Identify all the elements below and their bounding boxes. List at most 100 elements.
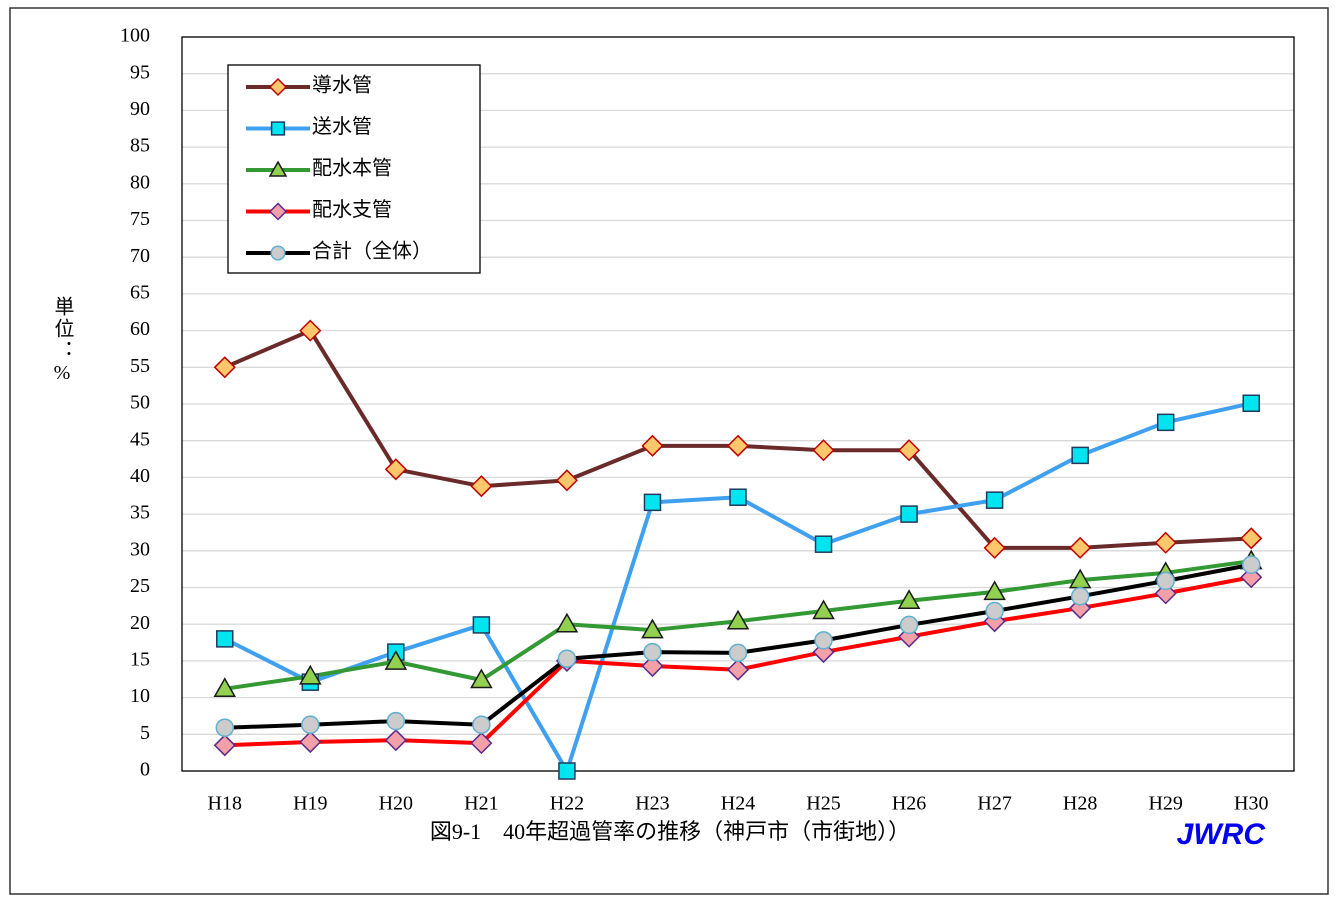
marker bbox=[299, 319, 322, 342]
marker bbox=[641, 654, 664, 678]
marker bbox=[215, 718, 235, 737]
x-tick-label: H27 bbox=[977, 793, 1011, 815]
marker bbox=[270, 245, 286, 261]
x-tick-label: H23 bbox=[635, 793, 669, 815]
marker bbox=[983, 536, 1006, 559]
marker bbox=[213, 677, 237, 698]
y-tick-label: 25 bbox=[130, 575, 150, 597]
y-tick-label: 95 bbox=[130, 61, 150, 83]
y-tick-label: 45 bbox=[130, 428, 150, 450]
marker bbox=[900, 505, 918, 523]
y-tick-label: 90 bbox=[130, 98, 150, 120]
y-tick-label: 50 bbox=[130, 392, 150, 414]
x-tick-label: H22 bbox=[550, 793, 584, 815]
marker bbox=[1154, 531, 1177, 554]
marker bbox=[726, 609, 750, 630]
marker bbox=[386, 711, 406, 731]
legend-label: 合計（全体） bbox=[312, 240, 432, 263]
x-tick-label: H30 bbox=[1234, 793, 1268, 815]
marker bbox=[641, 434, 664, 457]
y-tick-label: 5 bbox=[140, 722, 150, 744]
marker bbox=[897, 589, 921, 609]
marker bbox=[472, 616, 491, 634]
marker bbox=[555, 612, 579, 633]
marker bbox=[726, 434, 750, 457]
marker bbox=[558, 762, 576, 780]
y-tick-label: 10 bbox=[130, 685, 150, 707]
legend-label: 導水管 bbox=[312, 74, 372, 97]
marker bbox=[983, 580, 1006, 601]
marker bbox=[1241, 555, 1261, 574]
x-tick-label: H24 bbox=[721, 793, 755, 815]
marker bbox=[268, 202, 288, 221]
y-tick-label: 85 bbox=[130, 135, 150, 157]
marker bbox=[812, 439, 835, 462]
legend-label: 配水支管 bbox=[312, 198, 392, 221]
y-tick-label: 75 bbox=[130, 208, 150, 230]
logo: JWRC bbox=[1177, 818, 1267, 851]
marker bbox=[643, 493, 662, 512]
marker bbox=[729, 488, 747, 506]
marker bbox=[384, 729, 407, 752]
x-tick-label: H26 bbox=[892, 793, 926, 815]
y-tick-label: 20 bbox=[130, 612, 150, 634]
marker bbox=[268, 160, 288, 177]
y-tick-label: 40 bbox=[130, 465, 150, 487]
marker bbox=[555, 469, 578, 492]
marker bbox=[384, 458, 407, 481]
marker bbox=[213, 356, 236, 379]
x-tick-label: H21 bbox=[464, 793, 498, 815]
marker bbox=[641, 618, 664, 639]
marker bbox=[1242, 394, 1260, 413]
y-axis-label: 単位：% bbox=[51, 296, 73, 386]
marker bbox=[216, 630, 234, 648]
marker bbox=[1156, 413, 1175, 432]
y-tick-label: 0 bbox=[140, 759, 150, 781]
marker bbox=[814, 535, 833, 553]
marker bbox=[470, 668, 493, 689]
marker bbox=[1240, 527, 1263, 550]
marker bbox=[814, 631, 833, 650]
legend-label: 配水本管 bbox=[312, 157, 392, 180]
marker bbox=[299, 730, 322, 754]
marker bbox=[299, 664, 322, 685]
x-tick-label: H29 bbox=[1148, 793, 1182, 815]
marker bbox=[384, 650, 408, 670]
marker bbox=[1156, 571, 1175, 591]
marker bbox=[270, 121, 286, 136]
y-tick-label: 70 bbox=[130, 245, 150, 267]
marker bbox=[898, 439, 921, 462]
y-tick-label: 35 bbox=[130, 502, 150, 524]
y-tick-label: 15 bbox=[130, 648, 150, 670]
marker bbox=[1069, 536, 1092, 559]
marker bbox=[726, 658, 750, 681]
y-tick-label: 30 bbox=[130, 538, 150, 560]
marker bbox=[728, 643, 748, 663]
marker bbox=[470, 732, 493, 755]
y-tick-label: 80 bbox=[130, 171, 150, 193]
y-tick-label: 55 bbox=[130, 355, 150, 377]
chart-title: 図9-1 40年超過管率の推移（神戸市（市街地）） bbox=[430, 819, 910, 844]
marker bbox=[213, 734, 236, 757]
chart-border bbox=[9, 7, 1329, 895]
marker bbox=[557, 649, 577, 668]
marker bbox=[985, 491, 1004, 509]
marker bbox=[643, 642, 662, 662]
x-tick-label: H25 bbox=[806, 793, 840, 815]
x-tick-label: H18 bbox=[208, 793, 242, 815]
marker bbox=[1070, 587, 1090, 606]
plot-border bbox=[181, 36, 1295, 772]
y-tick-label: 65 bbox=[130, 281, 150, 303]
y-tick-label: 100 bbox=[120, 25, 150, 47]
marker bbox=[301, 715, 320, 735]
x-tick-label: H28 bbox=[1063, 793, 1097, 815]
marker bbox=[470, 475, 493, 498]
marker bbox=[812, 599, 835, 620]
marker bbox=[472, 715, 491, 735]
marker bbox=[268, 77, 288, 97]
y-tick-label: 60 bbox=[130, 318, 150, 340]
marker bbox=[1071, 446, 1089, 465]
x-tick-label: H20 bbox=[379, 793, 413, 815]
